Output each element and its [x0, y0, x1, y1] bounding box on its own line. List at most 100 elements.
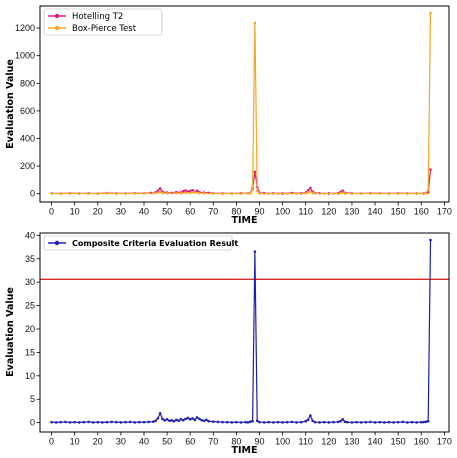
- data-point-composite-criteria-evaluation-result: [147, 420, 150, 424]
- y-tick-label: 20: [25, 324, 35, 334]
- data-point-composite-criteria-evaluation-result: [318, 421, 321, 424]
- data-point-composite-criteria-evaluation-result: [82, 420, 86, 424]
- data-point-box-pierce-test: [212, 192, 215, 195]
- chart-top-axes-frame: [39, 5, 450, 203]
- data-point-composite-criteria-evaluation-result: [422, 420, 425, 424]
- data-point-composite-criteria-evaluation-result: [216, 420, 220, 424]
- data-point-composite-criteria-evaluation-result: [339, 419, 342, 423]
- data-point-composite-criteria-evaluation-result: [281, 421, 284, 424]
- data-point-box-pierce-test: [179, 191, 183, 195]
- data-point-composite-criteria-evaluation-result: [290, 420, 294, 424]
- data-point-box-pierce-test: [156, 191, 160, 194]
- data-point-box-pierce-test: [309, 190, 312, 193]
- data-point-composite-criteria-evaluation-result: [133, 421, 137, 424]
- data-point-box-pierce-test: [221, 192, 224, 195]
- data-point-box-pierce-test: [415, 192, 418, 195]
- data-point-composite-criteria-evaluation-result: [114, 420, 118, 424]
- x-tick-label: 40: [139, 207, 149, 217]
- data-point-composite-criteria-evaluation-result: [198, 417, 201, 421]
- data-point-composite-criteria-evaluation-result: [128, 420, 132, 424]
- data-point-composite-criteria-evaluation-result: [304, 419, 308, 423]
- x-tick-label: 30: [116, 437, 126, 447]
- y-tick-label: 400: [20, 134, 35, 144]
- data-point-composite-criteria-evaluation-result: [54, 421, 58, 424]
- data-point-composite-criteria-evaluation-result: [359, 421, 363, 424]
- data-point-composite-criteria-evaluation-result: [177, 419, 180, 423]
- data-point-composite-criteria-evaluation-result: [309, 414, 312, 417]
- data-point-box-pierce-test: [114, 192, 118, 195]
- x-tick-label: 120: [321, 207, 336, 217]
- x-tick-label: 120: [321, 437, 336, 447]
- chart-top-y-ticks: 0 200 400 600 800 1000 1200: [15, 23, 40, 199]
- x-tick-label: 80: [231, 437, 241, 447]
- data-point-composite-criteria-evaluation-result: [341, 418, 345, 421]
- data-point-composite-criteria-evaluation-result: [429, 238, 432, 242]
- data-point-box-pierce-test: [369, 192, 372, 195]
- chart-bottom-y-axis-title: Evaluation Value: [5, 287, 16, 377]
- data-point-box-pierce-test: [424, 192, 428, 195]
- legend-label-hotelling-t2: Hotelling T2: [72, 12, 123, 22]
- data-point-box-pierce-test: [396, 192, 400, 195]
- y-tick-label: 200: [20, 161, 35, 171]
- data-point-composite-criteria-evaluation-result: [383, 421, 386, 424]
- x-tick-label: 60: [185, 207, 195, 217]
- data-point-composite-criteria-evaluation-result: [364, 420, 368, 424]
- data-point-composite-criteria-evaluation-result: [202, 419, 206, 423]
- y-tick-label: 25: [25, 301, 35, 311]
- data-point-box-pierce-test: [322, 192, 326, 195]
- data-point-composite-criteria-evaluation-result: [96, 420, 100, 424]
- data-point-composite-criteria-evaluation-result: [91, 421, 95, 424]
- data-point-composite-criteria-evaluation-result: [200, 418, 204, 422]
- data-point-box-pierce-test: [251, 188, 254, 191]
- y-tick-label: 800: [20, 78, 35, 88]
- data-point-box-pierce-test: [304, 192, 308, 195]
- x-tick-label: 130: [344, 437, 359, 447]
- data-point-composite-criteria-evaluation-result: [59, 420, 63, 424]
- x-tick-label: 140: [368, 207, 383, 217]
- data-point-box-pierce-test: [359, 192, 363, 195]
- data-point-box-pierce-test: [276, 192, 280, 195]
- data-point-composite-criteria-evaluation-result: [154, 419, 157, 423]
- x-tick-label: 160: [414, 207, 429, 217]
- data-point-box-pierce-test: [406, 192, 409, 195]
- data-point-composite-criteria-evaluation-result: [188, 418, 192, 421]
- chart-top-legend-box: [43, 8, 163, 36]
- data-point-composite-criteria-evaluation-result: [343, 420, 347, 424]
- x-tick-label: 130: [344, 207, 359, 217]
- data-point-composite-criteria-evaluation-result: [262, 421, 266, 424]
- data-point-hotelling-t2: [156, 189, 160, 192]
- data-point-box-pierce-test: [239, 192, 243, 195]
- data-point-composite-criteria-evaluation-result: [64, 420, 67, 424]
- data-point-box-pierce-test: [246, 192, 250, 195]
- x-tick-label: 110: [299, 437, 313, 447]
- chart-top-x-ticks: 0 10 20 30 40 50 60 70 80 90 100 110 120 130 140 150 160…: [49, 202, 452, 217]
- data-point-composite-criteria-evaluation-result: [255, 419, 259, 423]
- x-tick-label: 90: [255, 437, 265, 447]
- data-point-composite-criteria-evaluation-result: [378, 420, 381, 424]
- data-point-composite-criteria-evaluation-result: [165, 418, 169, 421]
- chart-bottom-legend-box: [43, 235, 233, 251]
- y-tick-label: 1000: [15, 51, 35, 61]
- data-point-box-pierce-test: [258, 192, 261, 195]
- data-point-composite-criteria-evaluation-result: [426, 419, 430, 423]
- data-point-box-pierce-test: [311, 191, 314, 195]
- data-point-composite-criteria-evaluation-result: [105, 420, 109, 424]
- x-tick-label: 0: [49, 207, 54, 217]
- data-point-box-pierce-test: [341, 191, 345, 194]
- chart-bottom-axes-frame: [39, 232, 450, 433]
- data-point-hotelling-t2: [253, 170, 257, 174]
- data-point-composite-criteria-evaluation-result: [163, 418, 167, 422]
- data-point-composite-criteria-evaluation-result: [267, 420, 271, 424]
- x-tick-label: 150: [391, 437, 406, 447]
- data-point-composite-criteria-evaluation-result: [110, 420, 113, 424]
- data-point-box-pierce-test: [184, 191, 187, 194]
- legend-label-composite: Composite Criteria Evaluation Result: [72, 239, 238, 248]
- data-point-composite-criteria-evaluation-result: [172, 419, 176, 423]
- x-tick-label: 90: [255, 207, 265, 217]
- data-point-box-pierce-test: [343, 192, 347, 195]
- data-point-box-pierce-test: [306, 191, 310, 194]
- data-point-hotelling-t2: [191, 188, 194, 192]
- x-tick-label: 150: [391, 207, 406, 217]
- data-point-composite-criteria-evaluation-result: [184, 417, 187, 421]
